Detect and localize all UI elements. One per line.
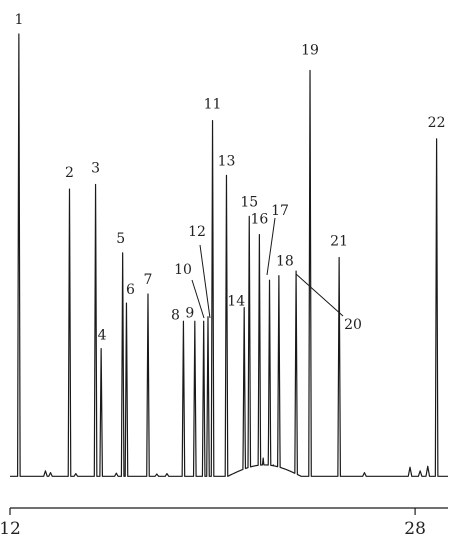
- peak-label-4: 4: [98, 328, 107, 344]
- peak-label-19: 19: [301, 43, 319, 59]
- callout-line-17: [266, 217, 276, 276]
- peak-label-1: 1: [14, 12, 23, 28]
- chromatogram-trace: [9, 33, 449, 477]
- peak-label-12: 12: [188, 224, 206, 240]
- peak-label-14: 14: [227, 294, 245, 310]
- peak-label-6: 6: [126, 282, 135, 298]
- callout-line-10: [191, 279, 205, 319]
- peak-label-17: 17: [271, 203, 289, 219]
- callout-line-20: [295, 273, 344, 317]
- callout-line-12: [199, 244, 211, 319]
- peak-label-10: 10: [174, 262, 192, 278]
- peak-label-15: 15: [240, 194, 258, 210]
- peak-label-2: 2: [65, 165, 74, 181]
- peak-callouts: [191, 217, 344, 319]
- peak-label-13: 13: [218, 153, 236, 169]
- peak-label-7: 7: [144, 272, 153, 288]
- peak-label-9: 9: [185, 305, 194, 321]
- peak-label-16: 16: [250, 212, 268, 228]
- peak-label-8: 8: [171, 307, 180, 323]
- chromatogram-trace-group: [9, 33, 449, 477]
- peak-label-3: 3: [91, 161, 100, 177]
- peak-label-11: 11: [204, 97, 222, 113]
- x-tick-label-12: 12: [0, 519, 21, 537]
- peak-label-22: 22: [428, 115, 446, 131]
- peak-label-18: 18: [276, 254, 294, 270]
- x-axis: 12 28: [0, 507, 448, 537]
- peak-label-21: 21: [330, 233, 348, 249]
- peak-label-20: 20: [344, 317, 362, 333]
- peak-label-5: 5: [116, 231, 125, 247]
- x-tick-label-28: 28: [404, 519, 426, 537]
